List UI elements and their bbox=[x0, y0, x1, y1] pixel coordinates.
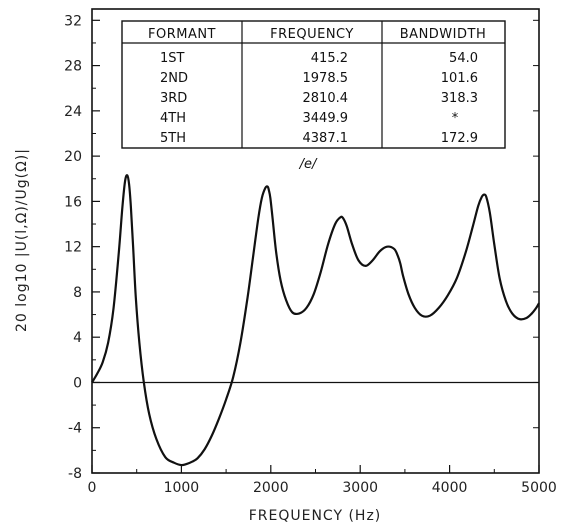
y-tick-label: 16 bbox=[64, 194, 82, 210]
x-tick-label: 4000 bbox=[432, 480, 468, 496]
y-tick-label: 32 bbox=[64, 13, 82, 29]
x-axis-title: FREQUENCY (Hz) bbox=[249, 508, 382, 524]
x-tick-label: 2000 bbox=[253, 480, 289, 496]
x-axis-ticks: 0 1000 2000 3000 4000 5000 bbox=[88, 465, 557, 496]
formant-label: 4TH bbox=[160, 111, 186, 126]
x-tick-label: 0 bbox=[88, 480, 97, 496]
table-rows: 1ST 415.2 54.0 2ND 1978.5 101.6 3RD 2810.4 318.3… bbox=[160, 51, 478, 146]
formant-bandwidth: 54.0 bbox=[449, 51, 478, 66]
formant-frequency: 3449.9 bbox=[303, 111, 349, 126]
formant-frequency: 415.2 bbox=[311, 51, 348, 66]
y-axis-title: 20 log10 |U(l,Ω)/Ug(Ω)| bbox=[14, 148, 30, 332]
x-tick-label: 3000 bbox=[342, 480, 378, 496]
formant-label: 2ND bbox=[160, 71, 188, 86]
y-tick-label: 12 bbox=[64, 240, 82, 256]
formant-bandwidth: * bbox=[452, 111, 459, 126]
formant-bandwidth: 101.6 bbox=[441, 71, 478, 86]
table-header-bandwidth: BANDWIDTH bbox=[400, 27, 486, 42]
formant-label: 1ST bbox=[160, 51, 185, 66]
formant-bandwidth: 318.3 bbox=[441, 91, 478, 106]
formant-frequency: 1978.5 bbox=[303, 71, 349, 86]
formant-label: 5TH bbox=[160, 131, 186, 146]
y-tick-label: 24 bbox=[64, 104, 82, 120]
y-tick-label: 4 bbox=[73, 330, 82, 346]
y-tick-label: 20 bbox=[64, 149, 82, 165]
y-tick-label: -8 bbox=[68, 466, 82, 482]
formant-bandwidth: 172.9 bbox=[441, 131, 478, 146]
x-tick-label: 1000 bbox=[164, 480, 200, 496]
formant-table: FORMANT FREQUENCY BANDWIDTH 1ST 415.2 54.0… bbox=[121, 20, 506, 149]
y-axis-ticks: -8 -4 0 4 8 12 16 20 24 28 32 bbox=[64, 13, 539, 482]
formant-label: 3RD bbox=[160, 91, 187, 106]
vowel-caption: /e/ bbox=[299, 157, 318, 172]
transfer-function-curve bbox=[91, 174, 540, 467]
table-frame bbox=[121, 20, 506, 149]
formant-frequency: 2810.4 bbox=[303, 91, 349, 106]
x-tick-label: 5000 bbox=[521, 480, 557, 496]
formant-frequency: 4387.1 bbox=[303, 131, 349, 146]
y-tick-label: 8 bbox=[73, 285, 82, 301]
y-tick-label: -4 bbox=[68, 421, 82, 437]
table-header-formant: FORMANT bbox=[148, 27, 216, 42]
table-header-frequency: FREQUENCY bbox=[270, 27, 354, 42]
y-tick-label: 28 bbox=[64, 59, 82, 75]
y-tick-label: 0 bbox=[73, 375, 82, 391]
